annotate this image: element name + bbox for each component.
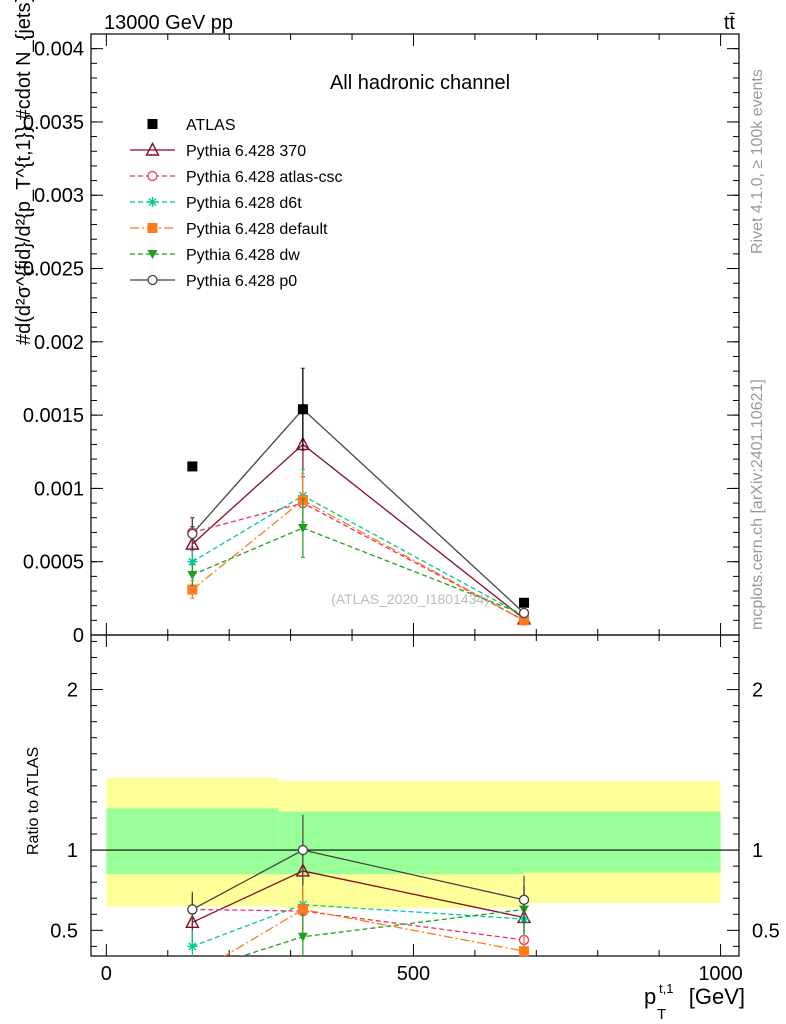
y-tick-label-main: 0 [73,625,84,647]
legend-label: Pythia 6.428 atlas-csc [186,169,343,186]
series-point [519,615,530,626]
series-point [297,523,308,533]
y-tick-label-ratio-right: 1 [752,840,763,862]
data-point [187,461,198,472]
x-tick-label: 0 [101,963,112,985]
header-process: tt̄ [724,12,736,34]
series-point [187,584,198,595]
legend-label: Pythia 6.428 370 [186,143,306,160]
ratio-point [518,894,530,905]
legend-marker [147,223,158,233]
y-tick-label-main: 0.001 [34,478,84,500]
y-tick-label-main: 0.004 [34,39,84,61]
y-tick-label-main: 0.0015 [23,405,84,427]
source-label: mcplots.cern.ch [arXiv:2401.10621] [749,379,766,630]
x-axis-superscript: t,1 [659,981,673,996]
legend-label: ATLAS [186,117,236,134]
y-tick-label-main: 0.0025 [23,259,84,281]
data-point [297,404,308,415]
x-tick-label: 500 [397,963,430,985]
legend-marker [145,141,160,156]
y-tick-label-main: 0.003 [34,185,84,207]
y-tick-label-ratio: 2 [67,680,78,702]
analysis-watermark: (ATLAS_2020_I1801434) [331,591,489,607]
y-tick-label-ratio-right: 2 [752,680,763,702]
ratio-point [297,932,308,942]
star-stroke [188,942,197,951]
legend: ATLAS Pythia 6.428 370 Pythia 6.428 atlas-… [130,117,343,290]
legend-marker-data [147,119,158,129]
x-axis-subscript: T [657,1006,666,1023]
x-tick-label: 1000 [698,963,743,985]
ratio-point [187,941,198,952]
series-point [187,570,198,580]
ratio-point [185,914,200,928]
series-point [187,528,198,540]
series-line-main [191,408,525,614]
header-energy: 13000 GeV pp [104,12,233,34]
ratio-band-inner [278,811,525,875]
y-tick-label-ratio: 1 [67,840,78,862]
legend-label: Pythia 6.428 d6t [186,195,302,212]
ratio-band-inner [524,811,721,873]
y-tick-label-main: 0.0035 [23,112,84,134]
data-point [519,597,530,608]
series-line-ratio [223,908,525,956]
star-stroke [188,557,197,566]
ratio-uncertainty-bands [106,777,721,908]
ratio-point [297,844,309,856]
ratio-point [187,904,198,915]
series-line-ratio [240,908,525,956]
legend-marker [147,170,158,182]
x-axis-label: [GeV] p t,1 T [644,981,745,1023]
x-axis-symbol: p [644,984,656,1009]
y-tick-label-ratio-right: 0.5 [752,920,780,942]
series-point [187,556,198,567]
legend-marker [147,197,158,207]
data-markers [185,367,532,957]
y-tick-label-main: 0.0005 [23,552,84,574]
x-axis-unit: [GeV] [689,984,745,1009]
legend-marker [147,250,158,259]
ratio-point [519,946,530,957]
series-line-ratio [192,903,525,947]
ratio-plot-frame [90,634,740,957]
y-axis-label-main: #d(d²σ^{fid}/d²{p_T^{t,1}} #cdot N_{jets… [13,0,35,345]
ratio-band-inner [106,808,279,875]
series-point [518,607,530,619]
chart-title: All hadronic channel [330,72,510,94]
legend-label: Pythia 6.428 dw [186,247,300,264]
ratio-point [297,904,308,915]
y-axis-label-ratio: Ratio to ATLAS [25,747,42,855]
series-line-ratio [192,908,525,941]
rivet-version-label: Rivet 4.1.0, ≥ 100k events [749,69,766,254]
star-stroke [148,198,157,206]
legend-label: Pythia 6.428 default [186,221,328,238]
y-tick-label-ratio: 0.5 [50,920,78,942]
axes: 0 500 1000 0 0.0005 0.001 0.0015 0.002 0.0025 0.0… [23,33,780,985]
y-tick-label-main: 0.002 [34,332,84,354]
legend-label: Pythia 6.428 p0 [186,273,297,290]
legend-marker [147,274,158,286]
